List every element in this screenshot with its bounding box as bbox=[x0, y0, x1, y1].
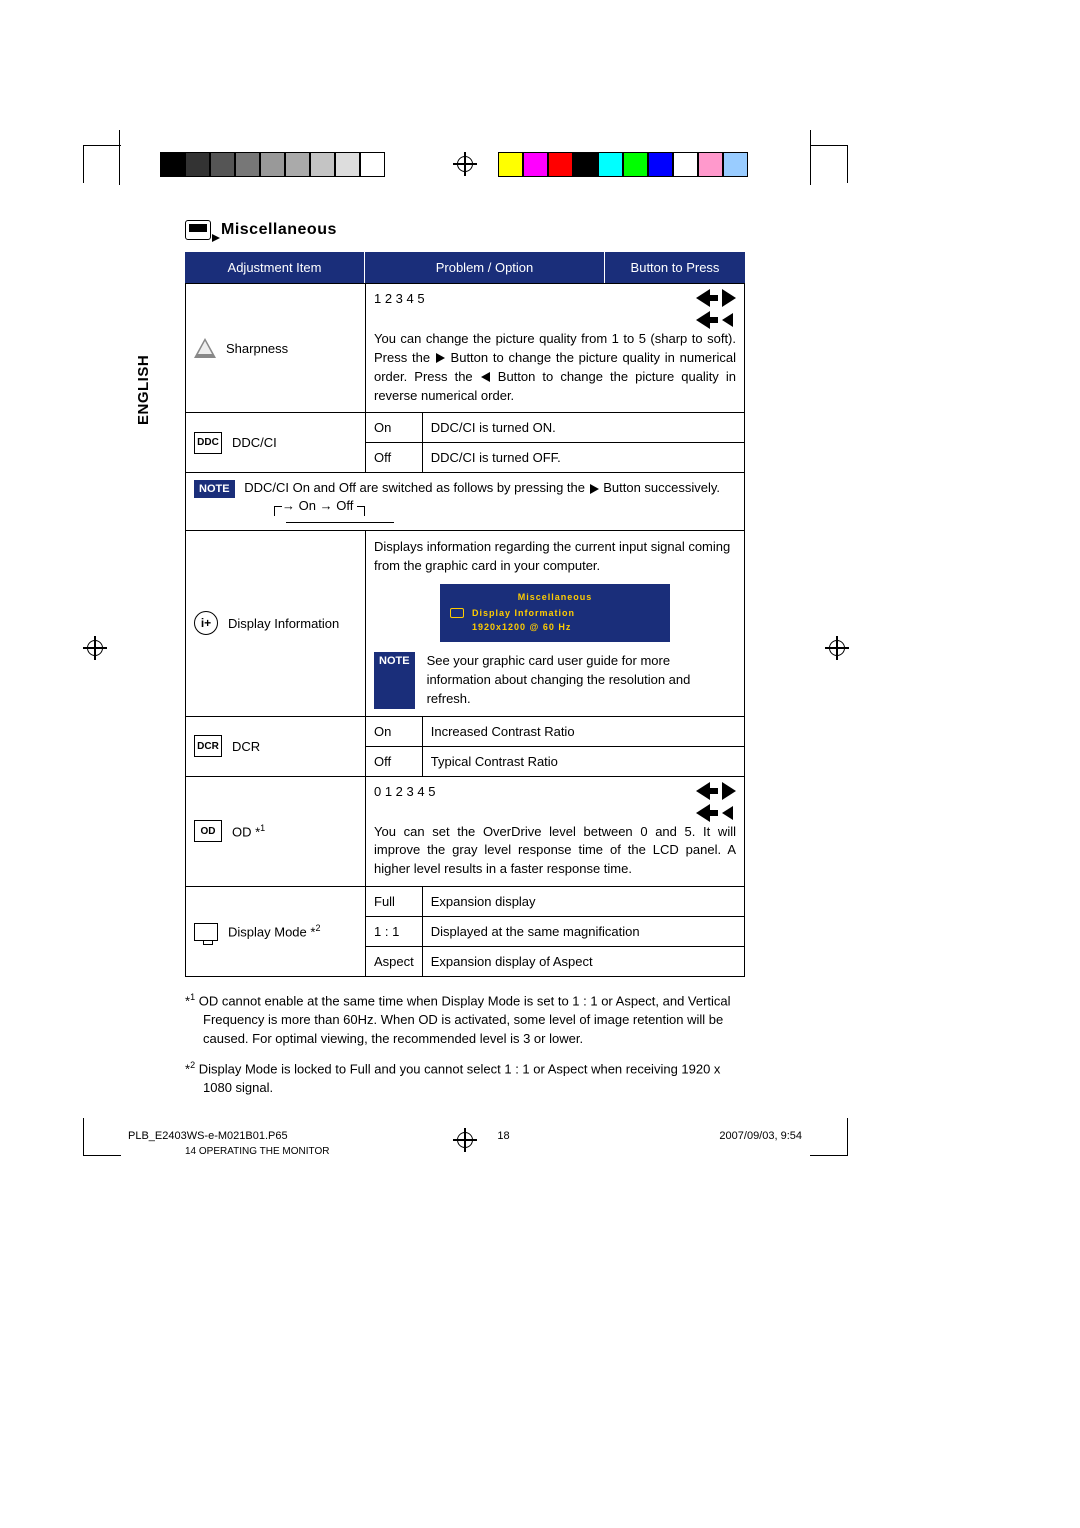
display-mode-one: 1 : 1 bbox=[366, 917, 423, 947]
note-badge: NOTE bbox=[194, 480, 235, 498]
dcr-on-desc: Increased Contrast Ratio bbox=[422, 716, 744, 746]
page-content: Miscellaneous Adjustment Item Problem / … bbox=[185, 220, 745, 1157]
display-mode-one-desc: Displayed at the same magnification bbox=[422, 917, 744, 947]
monitor-icon bbox=[185, 220, 211, 240]
doc-filename: PLB_E2403WS-e-M021B01.P65 bbox=[128, 1130, 288, 1142]
dcr-icon: DCR bbox=[194, 735, 222, 757]
osd-resolution-info: 1920x1200 @ 60 Hz bbox=[472, 622, 660, 632]
sharpness-icon bbox=[194, 338, 216, 358]
doc-date: 2007/09/03, 9:54 bbox=[719, 1130, 802, 1142]
arrow-right-icon bbox=[722, 289, 736, 307]
crosshair-icon bbox=[453, 152, 477, 176]
arrow-left-icon bbox=[696, 289, 710, 307]
triangle-left-icon bbox=[481, 372, 490, 382]
reg-line bbox=[810, 130, 811, 185]
ddcci-note-text: DDC/CI On and Off are switched as follow… bbox=[244, 480, 720, 495]
document-footer: PLB_E2403WS-e-M021B01.P65 18 2007/09/03,… bbox=[120, 1130, 810, 1142]
osd-info-icon bbox=[450, 608, 464, 618]
sharpness-desc: You can change the picture quality from … bbox=[374, 330, 736, 405]
arrow-left-icon bbox=[696, 782, 710, 800]
od-desc: You can set the OverDrive level between … bbox=[374, 823, 736, 880]
display-mode-aspect-desc: Expansion display of Aspect bbox=[422, 947, 744, 977]
ddc-icon: DDC bbox=[194, 432, 222, 454]
footnote-1: *1 OD cannot enable at the same time whe… bbox=[185, 991, 745, 1049]
osd-title: Miscellaneous bbox=[450, 592, 660, 602]
doc-page-number: 18 bbox=[497, 1130, 509, 1142]
dcr-label: DCR bbox=[232, 739, 260, 754]
footnote-2: *2 Display Mode is locked to Full and yo… bbox=[185, 1059, 745, 1098]
row-ddcci-note: NOTE DDC/CI On and Off are switched as f… bbox=[186, 473, 745, 531]
crop-mark-top-right bbox=[810, 145, 848, 183]
sharpness-label: Sharpness bbox=[226, 341, 288, 356]
arrow-left-small-icon bbox=[722, 313, 733, 327]
row-display-information: i+ Display Information Displays informat… bbox=[186, 531, 745, 716]
footnotes: *1 OD cannot enable at the same time whe… bbox=[185, 991, 745, 1098]
dcr-off: Off bbox=[366, 746, 423, 776]
osd-preview: Miscellaneous Display Information 1920x1… bbox=[440, 584, 670, 642]
arrow-icons bbox=[696, 782, 736, 822]
ddcci-off: Off bbox=[366, 443, 423, 473]
display-information-note: See your graphic card user guide for mor… bbox=[427, 652, 736, 709]
ddcci-on: On bbox=[366, 413, 423, 443]
arrow-icons bbox=[696, 289, 736, 329]
crop-mark-bottom-right bbox=[810, 1118, 848, 1156]
row-sharpness: Sharpness 1 2 3 4 5 You can change the p… bbox=[186, 284, 745, 413]
arrow-right-icon bbox=[722, 782, 736, 800]
display-mode-full: Full bbox=[366, 887, 423, 917]
crop-mark-top-left bbox=[83, 145, 121, 183]
od-levels: 0 1 2 3 4 5 bbox=[374, 784, 435, 799]
note-badge: NOTE bbox=[374, 652, 415, 709]
reg-line bbox=[119, 130, 120, 185]
display-mode-label: Display Mode *2 bbox=[228, 923, 320, 939]
sharpness-levels: 1 2 3 4 5 bbox=[374, 291, 425, 306]
ddcci-on-desc: DDC/CI is turned ON. bbox=[422, 413, 744, 443]
ddcci-off-desc: DDC/CI is turned OFF. bbox=[422, 443, 744, 473]
row-display-mode-full: Display Mode *2 Full Expansion display bbox=[186, 887, 745, 917]
arrow-left-icon bbox=[696, 804, 710, 822]
table-header: Adjustment Item Problem / Option Button … bbox=[185, 252, 745, 283]
crosshair-icon bbox=[83, 636, 107, 660]
language-label: ENGLISH bbox=[135, 355, 152, 425]
display-information-desc: Displays information regarding the curre… bbox=[374, 538, 736, 576]
page-footer: 14 OPERATING THE MONITOR bbox=[185, 1146, 745, 1157]
crosshair-icon bbox=[825, 636, 849, 660]
display-mode-aspect: Aspect bbox=[366, 947, 423, 977]
section-title-text: Miscellaneous bbox=[221, 221, 337, 239]
header-problem-option: Problem / Option bbox=[365, 252, 605, 283]
on-off-diagram: → On → Off bbox=[274, 504, 736, 523]
dcr-off-desc: Typical Contrast Ratio bbox=[422, 746, 744, 776]
arrow-left-small-icon bbox=[722, 806, 733, 820]
row-od: OD OD *1 0 1 2 3 4 5 You can set the Ove… bbox=[186, 776, 745, 887]
crop-mark-bottom-left bbox=[83, 1118, 121, 1156]
display-mode-full-desc: Expansion display bbox=[422, 887, 744, 917]
osd-row-label: Display Information bbox=[472, 608, 575, 618]
display-information-label: Display Information bbox=[228, 616, 339, 631]
triangle-right-icon bbox=[590, 484, 599, 494]
od-label: OD *1 bbox=[232, 823, 265, 839]
od-icon: OD bbox=[194, 820, 222, 842]
settings-table: Sharpness 1 2 3 4 5 You can change the p… bbox=[185, 283, 745, 977]
header-button-to-press: Button to Press bbox=[605, 252, 745, 283]
arrow-left-icon bbox=[696, 311, 710, 329]
triangle-right-icon bbox=[436, 353, 445, 363]
dcr-on: On bbox=[366, 716, 423, 746]
info-icon: i+ bbox=[194, 611, 218, 635]
color-swatches bbox=[498, 152, 748, 177]
row-dcr-on: DCR DCR On Increased Contrast Ratio bbox=[186, 716, 745, 746]
section-title: Miscellaneous bbox=[185, 220, 745, 240]
row-ddcci-on: DDC DDC/CI On DDC/CI is turned ON. bbox=[186, 413, 745, 443]
header-adjustment-item: Adjustment Item bbox=[185, 252, 365, 283]
screen-icon bbox=[194, 923, 218, 941]
ddcci-label: DDC/CI bbox=[232, 435, 277, 450]
grayscale-swatches bbox=[160, 152, 385, 177]
